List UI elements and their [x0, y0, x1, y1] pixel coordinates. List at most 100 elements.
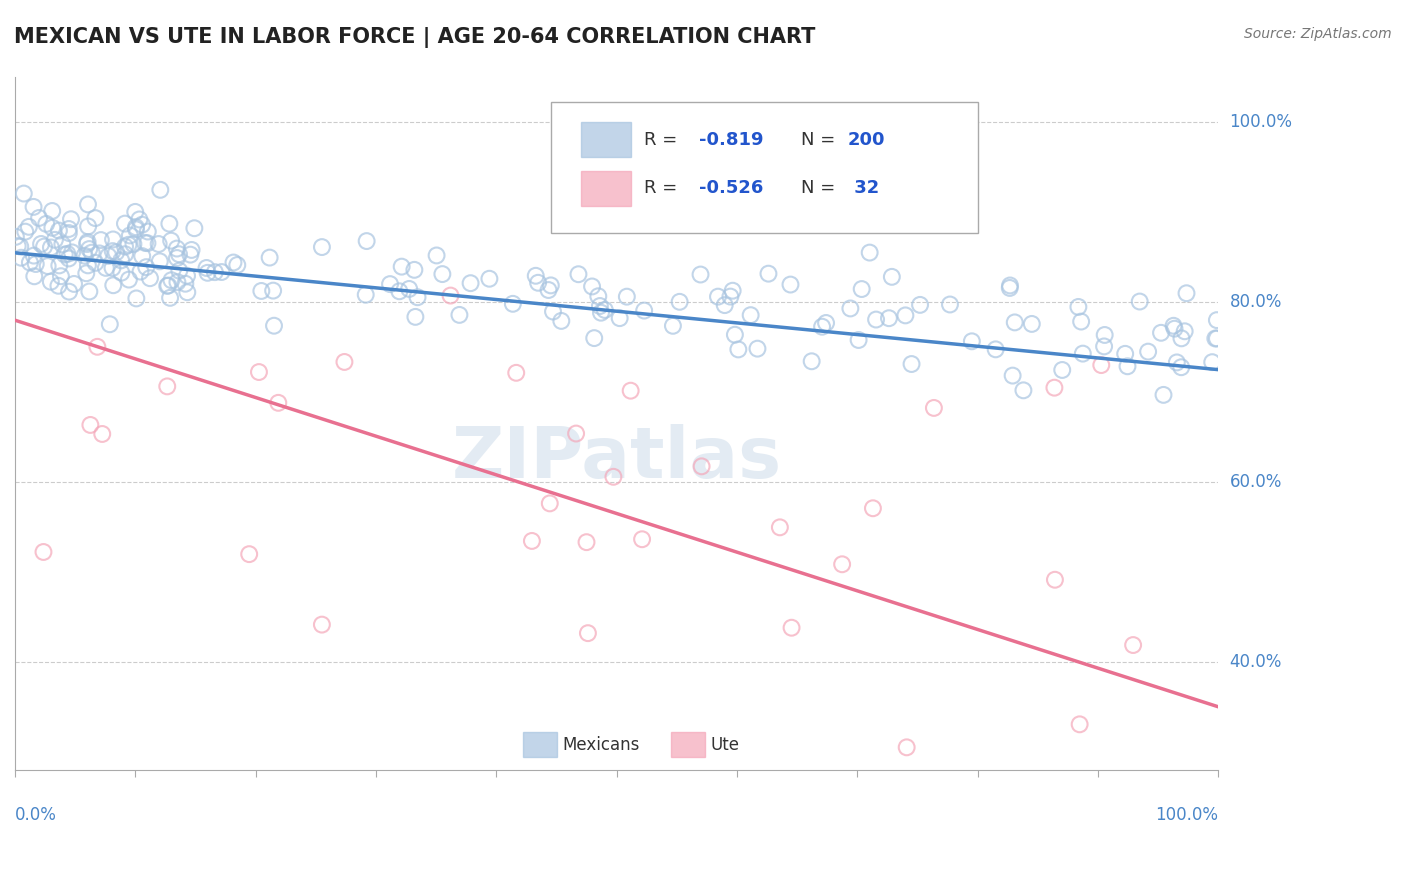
FancyBboxPatch shape	[551, 102, 977, 233]
Point	[125, 222, 148, 236]
Point	[1137, 344, 1160, 359]
Point	[1021, 317, 1043, 331]
Point	[7, 239, 30, 253]
Point	[1201, 355, 1223, 369]
Point	[77, 197, 100, 211]
Point	[449, 308, 471, 322]
Point	[540, 278, 562, 293]
Point	[41, 220, 63, 235]
Point	[128, 212, 150, 227]
Point	[998, 278, 1021, 293]
Point	[14, 225, 37, 239]
Point	[63, 277, 86, 291]
Point	[1052, 363, 1074, 377]
Point	[39, 275, 62, 289]
Point	[166, 242, 188, 256]
Point	[550, 314, 572, 328]
Point	[502, 297, 524, 311]
Point	[689, 268, 711, 282]
Point	[1090, 358, 1112, 372]
Point	[432, 267, 454, 281]
Point	[811, 319, 834, 334]
Point	[900, 357, 922, 371]
Point	[48, 223, 70, 237]
Point	[51, 237, 73, 252]
Point	[247, 365, 270, 379]
Point	[75, 266, 97, 280]
Point	[721, 284, 744, 298]
Point	[620, 384, 643, 398]
Point	[740, 308, 762, 322]
Point	[1206, 313, 1229, 327]
Point	[1067, 300, 1090, 314]
Point	[356, 234, 378, 248]
Point	[839, 301, 862, 316]
Point	[1004, 315, 1026, 329]
Point	[527, 276, 550, 290]
Point	[101, 244, 124, 259]
Point	[122, 237, 145, 252]
Point	[211, 265, 233, 279]
Point	[426, 248, 449, 262]
Point	[86, 340, 108, 354]
Point	[758, 267, 780, 281]
Point	[77, 258, 100, 272]
Point	[406, 290, 429, 304]
Point	[859, 245, 882, 260]
Point	[118, 272, 141, 286]
Point	[1092, 339, 1115, 353]
Point	[1204, 331, 1226, 345]
Point	[865, 312, 887, 326]
Point	[922, 401, 945, 415]
Point	[391, 260, 413, 274]
Point	[894, 309, 917, 323]
Point	[125, 220, 148, 235]
Point	[183, 221, 205, 235]
Point	[49, 269, 72, 284]
Point	[18, 255, 41, 269]
Text: 0.0%: 0.0%	[15, 805, 56, 824]
Point	[831, 558, 853, 572]
Point	[262, 284, 284, 298]
Point	[156, 278, 179, 293]
Point	[195, 260, 218, 275]
Point	[388, 285, 411, 299]
Point	[80, 245, 103, 260]
Point	[398, 282, 420, 296]
Point	[439, 288, 461, 302]
Point	[77, 242, 100, 256]
Point	[713, 298, 735, 312]
Point	[167, 247, 190, 261]
Point	[131, 249, 153, 263]
Point	[662, 318, 685, 333]
Point	[616, 290, 638, 304]
Point	[197, 266, 219, 280]
Point	[588, 289, 610, 303]
Point	[263, 318, 285, 333]
Point	[131, 218, 153, 232]
Point	[118, 228, 141, 243]
Point	[581, 279, 603, 293]
Point	[583, 331, 606, 345]
Point	[226, 258, 249, 272]
Point	[1116, 359, 1139, 374]
Text: R =: R =	[644, 131, 683, 149]
Point	[939, 297, 962, 311]
Point	[1094, 328, 1116, 343]
Point	[41, 204, 63, 219]
Point	[631, 533, 654, 547]
Point	[22, 269, 45, 284]
Point	[1206, 331, 1229, 345]
Point	[1170, 331, 1192, 345]
Point	[149, 183, 172, 197]
Point	[378, 277, 401, 292]
FancyBboxPatch shape	[523, 732, 557, 757]
Point	[94, 260, 117, 275]
Point	[101, 232, 124, 246]
Point	[22, 200, 45, 214]
Point	[97, 249, 120, 263]
Point	[800, 354, 823, 368]
Point	[159, 291, 181, 305]
Point	[28, 211, 51, 225]
Point	[460, 276, 482, 290]
